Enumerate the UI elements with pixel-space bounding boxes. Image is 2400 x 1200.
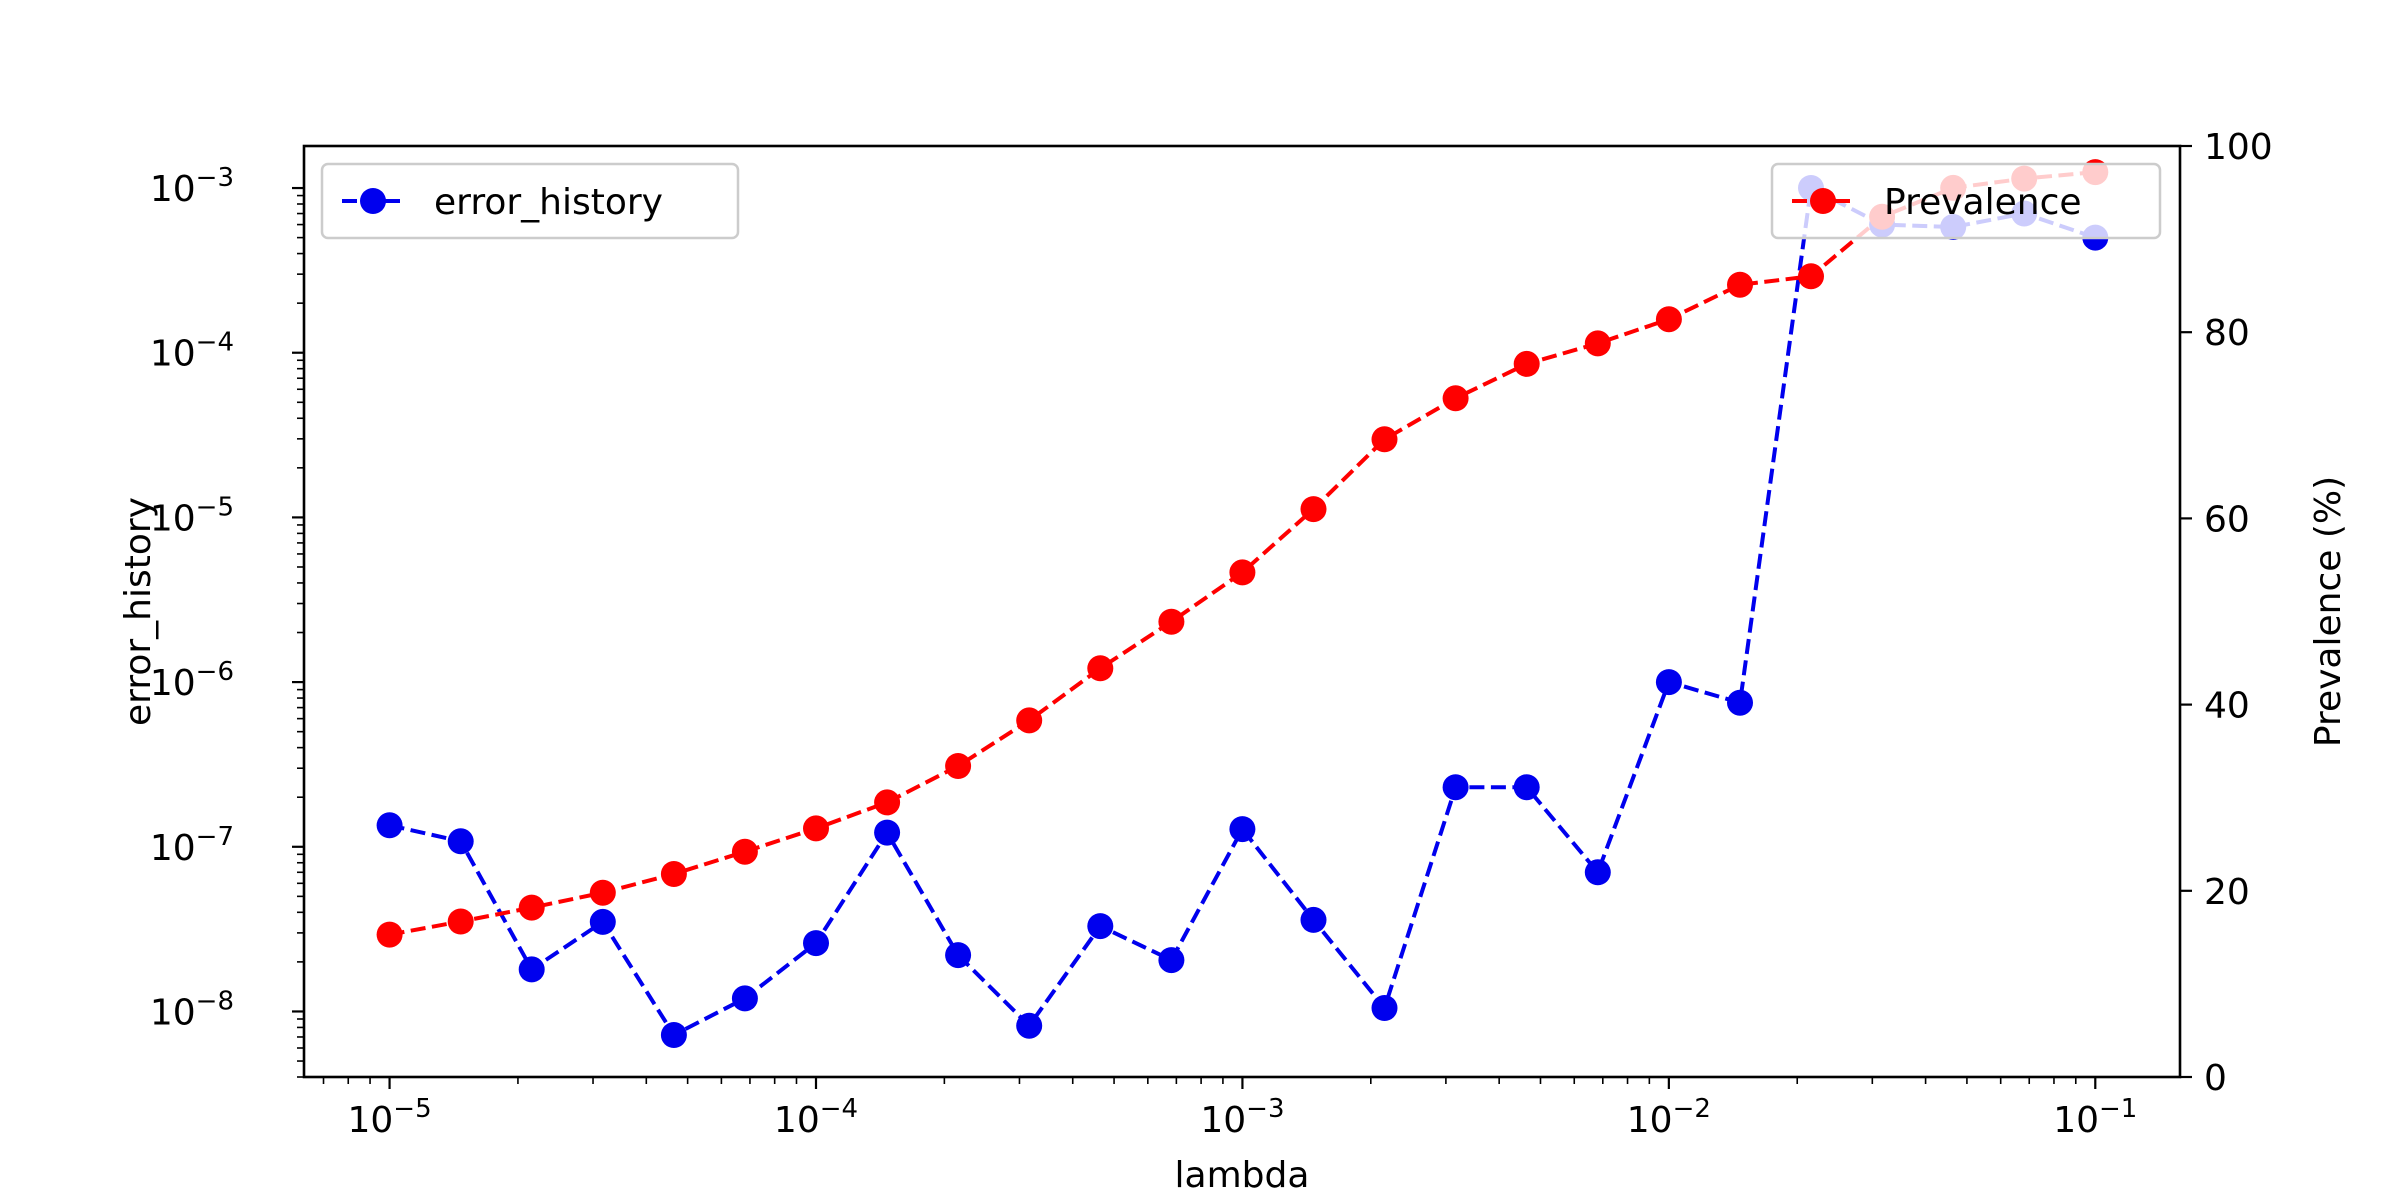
data-point-prevalence xyxy=(803,815,829,842)
data-point-error-history xyxy=(518,956,545,983)
legend-box xyxy=(320,162,740,240)
data-point-prevalence xyxy=(731,838,758,865)
data-point-error-history xyxy=(1513,774,1540,801)
data-point-prevalence xyxy=(1513,350,1540,377)
data-point-prevalence xyxy=(1655,306,1682,333)
data-point-prevalence xyxy=(1727,271,1753,298)
data-point-error-history xyxy=(660,1022,687,1048)
data-point-prevalence xyxy=(376,921,403,948)
data-point-error-history xyxy=(1655,669,1682,696)
data-point-prevalence xyxy=(1087,655,1114,682)
data-point-prevalence xyxy=(1798,263,1824,290)
y2-tick-label: 80 xyxy=(2204,313,2250,354)
data-point-prevalence xyxy=(660,861,687,887)
data-point-error-history xyxy=(1087,913,1114,940)
y-tick-label: 10−6 xyxy=(150,657,234,704)
data-point-error-history xyxy=(1016,1012,1043,1039)
data-point-error-history xyxy=(803,930,829,957)
data-point-error-history xyxy=(1300,906,1327,933)
y2-axis-label: Prevalence (%) xyxy=(2308,476,2349,747)
series-line-error-history xyxy=(389,186,2096,1037)
data-point-prevalence xyxy=(589,879,616,906)
legend-marker-prevalence xyxy=(1810,188,1836,214)
data-point-error-history xyxy=(1229,816,1256,843)
data-point-prevalence xyxy=(1584,330,1611,357)
data-point-prevalence xyxy=(1016,707,1043,734)
legend-layer: error_history Prevalence xyxy=(320,162,2162,240)
legend-box xyxy=(1770,162,2162,240)
y2-tick-label: 40 xyxy=(2204,686,2250,727)
legend-label-prevalence: Prevalence xyxy=(1884,182,2082,223)
data-point-prevalence xyxy=(945,753,972,779)
data-point-error-history xyxy=(945,942,972,969)
plot-frame xyxy=(302,144,2182,1079)
data-point-error-history xyxy=(1371,995,1398,1021)
data-point-error-history xyxy=(1158,947,1185,974)
data-point-prevalence xyxy=(1300,496,1327,523)
x-axis-label: lambda xyxy=(1175,1155,1310,1196)
data-point-prevalence xyxy=(447,908,474,935)
data-point-error-history xyxy=(447,828,474,855)
data-point-error-history xyxy=(1584,859,1611,886)
x-tick-label: 10−3 xyxy=(1200,1094,1284,1141)
y-tick-label: 10−4 xyxy=(150,328,234,375)
axis-layer: 10−5 10−4 10−3 10−2 10−1 10−8 10−7 10−6 10−5 10−4… xyxy=(118,127,2349,1196)
y2-tick-label: 0 xyxy=(2204,1058,2227,1099)
data-point-prevalence xyxy=(1158,608,1185,635)
y-tick-label: 10−5 xyxy=(150,492,234,539)
x-tick-label: 10−4 xyxy=(774,1094,858,1141)
legend-label-error-history: error_history xyxy=(434,182,663,223)
legend-marker-error-history xyxy=(360,188,386,214)
y-tick-label: 10−7 xyxy=(150,822,234,869)
data-point-error-history xyxy=(376,812,403,839)
data-point-prevalence xyxy=(518,894,545,921)
x-tick-label: 10−5 xyxy=(347,1094,431,1141)
data-point-prevalence xyxy=(1229,559,1256,586)
plot-layer xyxy=(376,159,2109,1048)
y2-tick-label: 100 xyxy=(2204,127,2273,168)
data-point-prevalence xyxy=(874,789,901,816)
data-point-error-history xyxy=(1442,774,1469,801)
y-tick-label: 10−3 xyxy=(150,163,234,210)
data-point-prevalence xyxy=(1442,385,1469,412)
y2-tick-label: 60 xyxy=(2204,499,2250,540)
y-tick-label: 10−8 xyxy=(150,986,234,1033)
data-point-error-history xyxy=(874,819,901,846)
data-point-error-history xyxy=(731,985,758,1012)
y-axis-label: error_history xyxy=(118,497,159,726)
data-point-error-history xyxy=(589,908,616,935)
x-tick-label: 10−1 xyxy=(2053,1094,2137,1141)
data-point-prevalence xyxy=(1371,426,1398,453)
x-tick-label: 10−2 xyxy=(1627,1094,1711,1141)
y2-tick-label: 20 xyxy=(2204,872,2250,913)
data-point-error-history xyxy=(1727,689,1753,716)
